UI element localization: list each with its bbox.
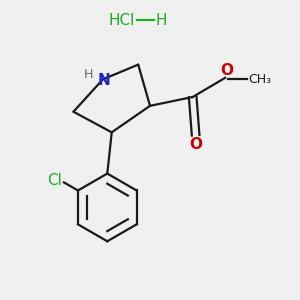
Text: H: H xyxy=(84,68,93,81)
Text: CH₃: CH₃ xyxy=(249,73,272,86)
Text: H: H xyxy=(156,13,167,28)
Text: O: O xyxy=(189,137,202,152)
Text: N: N xyxy=(98,73,111,88)
Text: HCl: HCl xyxy=(109,13,135,28)
Text: O: O xyxy=(220,63,233,78)
Text: Cl: Cl xyxy=(48,173,62,188)
